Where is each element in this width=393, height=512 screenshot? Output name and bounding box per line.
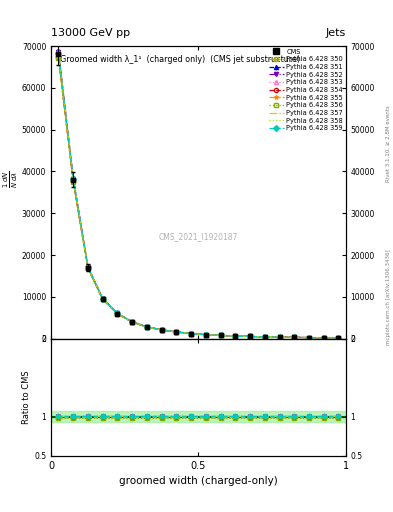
Text: Groomed width λ_1¹  (charged only)  (CMS jet substructure): Groomed width λ_1¹ (charged only) (CMS j…	[60, 55, 300, 64]
X-axis label: groomed width (charged-only): groomed width (charged-only)	[119, 476, 278, 486]
Text: Rivet 3.1.10, ≥ 2.8M events: Rivet 3.1.10, ≥ 2.8M events	[386, 105, 391, 182]
Text: 13000 GeV pp: 13000 GeV pp	[51, 28, 130, 38]
Text: Jets: Jets	[325, 28, 346, 38]
Bar	[51, 411, 346, 422]
Text: $\frac{1}{N}\frac{dN}{d\lambda}$: $\frac{1}{N}\frac{dN}{d\lambda}$	[2, 170, 20, 188]
Text: mcplots.cern.ch [arXiv:1306.3436]: mcplots.cern.ch [arXiv:1306.3436]	[386, 249, 391, 345]
Legend: CMS, Pythia 6.428 350, Pythia 6.428 351, Pythia 6.428 352, Pythia 6.428 353, Pyt: CMS, Pythia 6.428 350, Pythia 6.428 351,…	[268, 48, 344, 132]
Y-axis label: Ratio to CMS: Ratio to CMS	[22, 370, 31, 424]
Text: CMS_2021_I1920187: CMS_2021_I1920187	[159, 232, 238, 241]
